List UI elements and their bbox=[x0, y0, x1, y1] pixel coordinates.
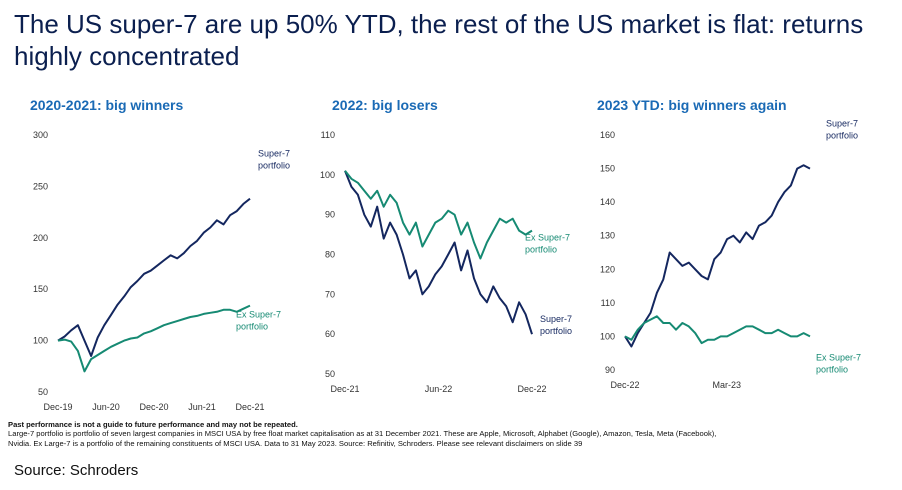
series-label: portfolio bbox=[258, 161, 290, 171]
series-label: Super-7 bbox=[826, 119, 858, 129]
series-label: Ex Super-7 bbox=[816, 352, 861, 362]
series-line-super7 bbox=[57, 197, 251, 357]
y-tick-label: 90 bbox=[605, 365, 615, 375]
y-tick-label: 110 bbox=[601, 298, 615, 308]
y-tick-label: 130 bbox=[600, 231, 615, 241]
y-tick-label: 50 bbox=[325, 369, 335, 379]
page-title: The US super-7 are up 50% YTD, the rest … bbox=[14, 9, 864, 71]
series-line-ex-super7 bbox=[57, 304, 251, 373]
x-tick-label: Dec-19 bbox=[43, 402, 72, 412]
series-line-ex-super7 bbox=[624, 315, 811, 345]
x-tick-label: Dec-22 bbox=[610, 380, 639, 390]
y-tick-label: 70 bbox=[325, 289, 335, 299]
y-tick-label: 120 bbox=[600, 264, 615, 274]
y-tick-label: 250 bbox=[33, 181, 48, 191]
y-tick-label: 300 bbox=[33, 130, 48, 140]
series-line-super7 bbox=[344, 170, 533, 335]
footnotes: Past performance is not a guide to futur… bbox=[8, 420, 896, 448]
source-text: Source: Schroders bbox=[14, 462, 139, 479]
series-label: portfolio bbox=[525, 245, 557, 255]
x-tick-label: Dec-21 bbox=[330, 384, 359, 394]
series-label: portfolio bbox=[540, 326, 572, 336]
y-tick-label: 90 bbox=[325, 210, 335, 220]
series-label: Super-7 bbox=[258, 149, 290, 159]
y-tick-label: 60 bbox=[325, 329, 335, 339]
x-tick-label: Dec-22 bbox=[517, 384, 546, 394]
disclaimer-text: Past performance is not a guide to futur… bbox=[8, 420, 298, 429]
y-tick-label: 50 bbox=[38, 387, 48, 397]
series-line-ex-super7 bbox=[344, 170, 533, 260]
y-tick-label: 140 bbox=[600, 197, 615, 207]
y-tick-label: 110 bbox=[321, 130, 335, 140]
y-tick-label: 100 bbox=[320, 170, 335, 180]
chart-1: 50 60 70 80 90 100 110 Dec-21 Jun-22 Dec-22 Super-… bbox=[320, 130, 572, 394]
chart-0: 50 100 150 200 250 300 Dec-19 Jun-20 Dec-20 Jun-2… bbox=[33, 130, 290, 412]
chart-title-2023: 2023 YTD: big winners again bbox=[597, 97, 787, 113]
x-tick-label: Jun-22 bbox=[425, 384, 453, 394]
x-tick-label: Dec-21 bbox=[235, 402, 264, 412]
y-tick-label: 100 bbox=[33, 336, 48, 346]
chart-title-2020-2021: 2020-2021: big winners bbox=[30, 97, 184, 113]
series-label: Ex Super-7 bbox=[236, 310, 281, 320]
series-label: Ex Super-7 bbox=[525, 233, 570, 243]
series-label: portfolio bbox=[816, 364, 848, 374]
series-line-super7 bbox=[624, 164, 811, 348]
y-tick-label: 150 bbox=[33, 284, 48, 294]
series-label: Super-7 bbox=[540, 314, 572, 324]
series-label: portfolio bbox=[236, 322, 268, 332]
chart-2: 90 100 110 120 130 140 150 160 Dec-22 Mar-23 Super… bbox=[600, 119, 861, 390]
series-label: portfolio bbox=[826, 131, 858, 141]
footnote-line-2: Nvidia. Ex Large-7 is a portfolio of the… bbox=[8, 438, 583, 448]
y-tick-label: 80 bbox=[325, 250, 335, 260]
x-tick-label: Jun-21 bbox=[188, 402, 216, 412]
x-tick-label: Jun-20 bbox=[92, 402, 120, 412]
charts-canvas: 50 100 150 200 250 300 Dec-19 Jun-20 Dec-20 Jun-2… bbox=[33, 119, 861, 412]
y-tick-label: 200 bbox=[33, 233, 48, 243]
y-tick-label: 160 bbox=[600, 130, 615, 140]
y-tick-label: 100 bbox=[600, 331, 615, 341]
footnote-line-1: Large-7 portfolio is portfolio of seven … bbox=[8, 429, 717, 439]
chart-title-2022: 2022: big losers bbox=[332, 97, 438, 113]
x-tick-label: Mar-23 bbox=[712, 380, 741, 390]
y-tick-label: 150 bbox=[600, 164, 615, 174]
x-tick-label: Dec-20 bbox=[139, 402, 168, 412]
